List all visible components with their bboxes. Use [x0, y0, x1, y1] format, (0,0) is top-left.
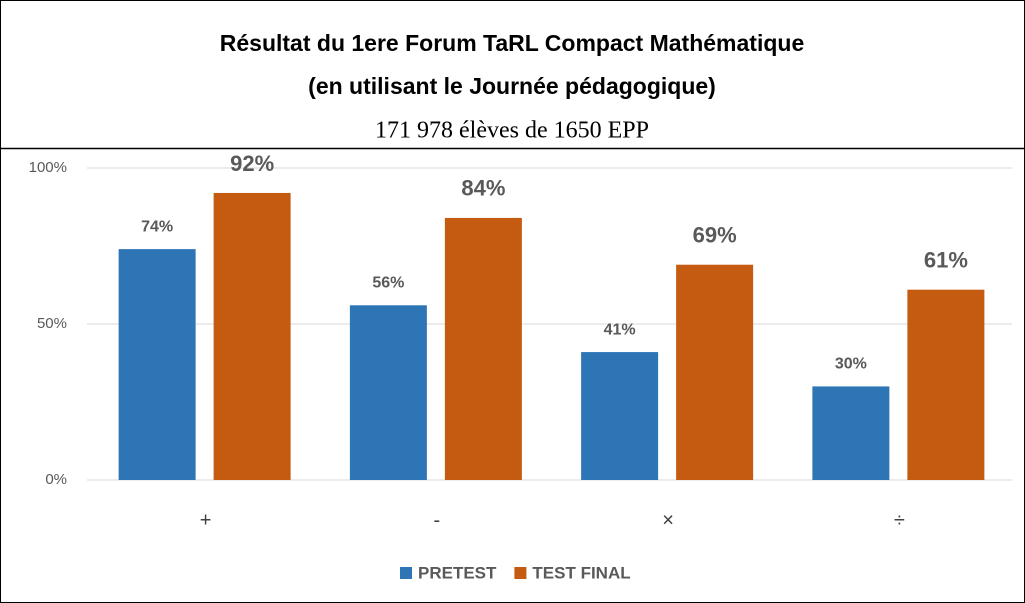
chart-subtitle: (en utilisant le Journée pédagogique)	[308, 73, 716, 99]
data-label: 61%	[924, 247, 968, 272]
data-label: 41%	[604, 321, 636, 338]
legend-swatch	[400, 567, 412, 579]
bar	[581, 352, 659, 480]
data-label: 30%	[835, 356, 867, 373]
bar	[118, 249, 196, 480]
bar	[213, 192, 291, 480]
y-tick-label: 0%	[45, 471, 67, 488]
bar	[349, 305, 427, 480]
x-tick-label: +	[200, 509, 212, 531]
bar	[907, 289, 985, 480]
y-tick-label: 50%	[37, 315, 67, 332]
x-tick-label: ×	[662, 509, 674, 531]
legend-label: TEST FINAL	[532, 563, 630, 582]
data-label: 69%	[693, 223, 737, 248]
x-tick-label: -	[434, 509, 441, 531]
y-tick-label: 100%	[29, 159, 67, 176]
x-tick-label: ÷	[894, 509, 905, 531]
legend-label: PRETEST	[418, 563, 497, 582]
chart-title: Résultat du 1ere Forum TaRL Compact Math…	[220, 30, 804, 56]
data-label: 56%	[372, 274, 404, 291]
bar	[444, 217, 522, 481]
data-label: 84%	[461, 176, 505, 201]
bar	[812, 386, 890, 480]
chart-subtitle: 171 978 élèves de 1650 EPP	[375, 118, 649, 144]
legend-swatch	[514, 567, 527, 579]
data-label: 74%	[141, 218, 173, 235]
data-label: 92%	[230, 151, 274, 176]
bar	[676, 264, 754, 480]
